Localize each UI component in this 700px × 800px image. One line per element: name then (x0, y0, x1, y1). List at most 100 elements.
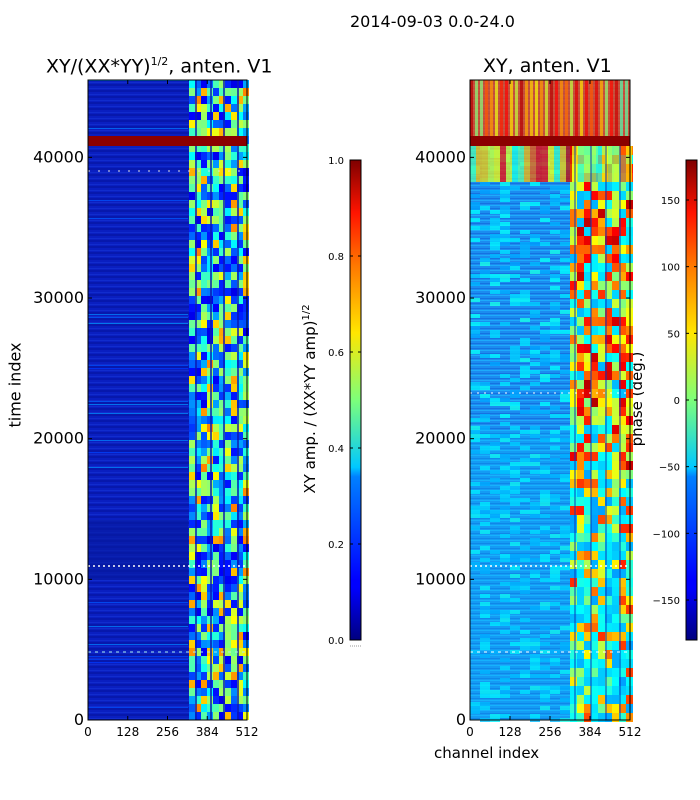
right-cell (530, 662, 540, 666)
left-cell (225, 504, 231, 512)
right-cell (570, 479, 577, 488)
left-cell (237, 504, 243, 512)
right-cell (612, 632, 619, 641)
right-cell (560, 198, 570, 202)
left-cell (195, 120, 201, 128)
right-cell (598, 353, 605, 362)
right-cell (591, 434, 598, 443)
left-cell (207, 360, 213, 368)
right-cell (612, 272, 619, 281)
right-top-stripe (570, 80, 573, 136)
left-noise-cells (88, 80, 249, 720)
left-stripe (88, 413, 188, 414)
left-cell (219, 568, 225, 576)
left-cell (231, 392, 237, 400)
right-cell (480, 418, 490, 422)
right-cell (500, 190, 510, 194)
left-cell (189, 280, 195, 288)
left-cell (225, 184, 231, 192)
right-cell (577, 290, 584, 299)
left-cell (237, 280, 243, 288)
right-cell (619, 290, 626, 299)
right-cell (520, 638, 530, 642)
left-cell (201, 304, 207, 312)
amplitude-colorbar: 0.00.20.40.60.81.0 (328, 156, 362, 647)
left-cell (231, 656, 237, 664)
right-cell (480, 182, 490, 186)
left-cell (201, 144, 207, 152)
left-cell (207, 232, 213, 240)
left-cell (189, 456, 195, 464)
right-cell (480, 262, 490, 266)
right-cell (605, 551, 612, 560)
right-cell (560, 426, 570, 430)
right-cell (577, 452, 584, 461)
left-cell (225, 368, 231, 376)
right-cell (520, 446, 530, 450)
left-cell (213, 568, 219, 576)
left-cell (201, 384, 207, 392)
left-cell (237, 664, 243, 672)
right-cell (619, 668, 626, 677)
right-cell (591, 524, 598, 533)
right-cell (480, 682, 490, 686)
right-cell (530, 302, 540, 306)
left-cell (195, 432, 201, 440)
right-cell (612, 200, 619, 209)
left-cell (213, 296, 219, 304)
left-cell (225, 144, 231, 152)
right-cell (530, 434, 540, 438)
right-cell (500, 278, 510, 282)
left-cell (189, 120, 195, 128)
left-cell (237, 600, 243, 608)
right-cell (500, 398, 510, 402)
right-upper-cell (578, 146, 584, 182)
left-cell (243, 512, 249, 520)
left-cell (201, 552, 207, 560)
right-cell (605, 596, 612, 605)
left-cell (231, 584, 237, 592)
right-cell (612, 506, 619, 515)
right-cell (470, 218, 480, 222)
right-upper-cell (584, 146, 590, 182)
right-cell (584, 425, 591, 434)
left-cell (189, 592, 195, 600)
right-cell (550, 506, 560, 510)
left-cell (207, 184, 213, 192)
right-cell (577, 686, 584, 695)
left-cell (225, 672, 231, 680)
left-cell (219, 400, 225, 408)
right-cell (530, 426, 540, 430)
right-cell (612, 236, 619, 245)
left-cell (225, 680, 231, 688)
right-cell (612, 560, 619, 569)
left-cell (225, 568, 231, 576)
right-cell (612, 371, 619, 380)
right-cell (480, 546, 490, 550)
left-cell (189, 416, 195, 424)
right-cell (612, 326, 619, 335)
right-cell (510, 262, 520, 266)
left-cell (213, 280, 219, 288)
right-cell (530, 642, 540, 646)
left-cell (189, 576, 195, 584)
left-cell (213, 200, 219, 208)
right-cell (520, 366, 530, 370)
right-cell (619, 299, 626, 308)
right-cell (490, 402, 500, 406)
right-cell (490, 254, 500, 258)
right-cell (584, 470, 591, 479)
right-cell (510, 598, 520, 602)
right-cell (605, 524, 612, 533)
right-cell (540, 354, 550, 358)
left-cell (207, 320, 213, 328)
right-cell (520, 318, 530, 322)
right-cell (560, 398, 570, 402)
left-cell (201, 704, 207, 712)
right-cell (480, 654, 490, 658)
right-top-stripe (525, 80, 528, 136)
right-cell (560, 270, 570, 274)
right-cell (550, 414, 560, 418)
left-cell (219, 256, 225, 264)
right-cell (530, 430, 540, 434)
